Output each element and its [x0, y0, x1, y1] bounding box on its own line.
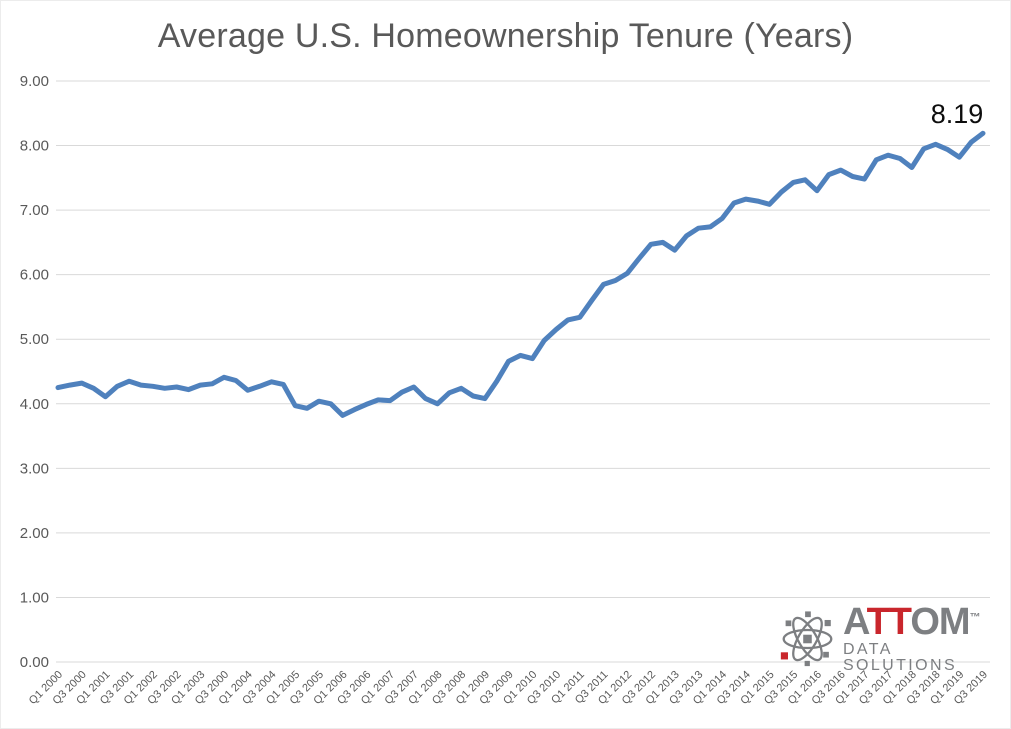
- tenure-trend-line: [55, 130, 986, 418]
- brand-subtitle: DATA SOLUTIONS: [842, 641, 958, 674]
- brand-letters-om: OM: [910, 601, 970, 643]
- y-axis-tick-label: 6.00: [20, 267, 49, 284]
- y-axis-tick-label: 3.00: [20, 460, 49, 477]
- y-axis-tick-label: 0.00: [20, 654, 49, 671]
- y-axis-tick-label: 4.00: [20, 396, 49, 413]
- attom-logo: ATTOM™ DATA SOLUTIONS: [778, 603, 1010, 674]
- y-axis-tick-label: 7.00: [20, 202, 49, 219]
- chart-title: Average U.S. Homeownership Tenure (Years…: [157, 17, 854, 55]
- y-axis-tick-label: 9.00: [20, 73, 49, 90]
- y-axis-tick-label: 5.00: [20, 331, 49, 348]
- atom-icon: [780, 610, 833, 666]
- brand-wordmark: ATTOM™ DATA SOLUTIONS: [843, 603, 1010, 674]
- brand-letters-tt: TT: [866, 601, 912, 643]
- y-axis-tick-label: 1.00: [20, 589, 49, 606]
- y-axis-tick-label: 2.00: [20, 525, 49, 542]
- last-value-label: 8.19: [931, 99, 984, 129]
- trademark-symbol: ™: [969, 611, 981, 624]
- y-axis-tick-label: 8.00: [20, 138, 49, 155]
- brand-letter-a: A: [842, 601, 868, 643]
